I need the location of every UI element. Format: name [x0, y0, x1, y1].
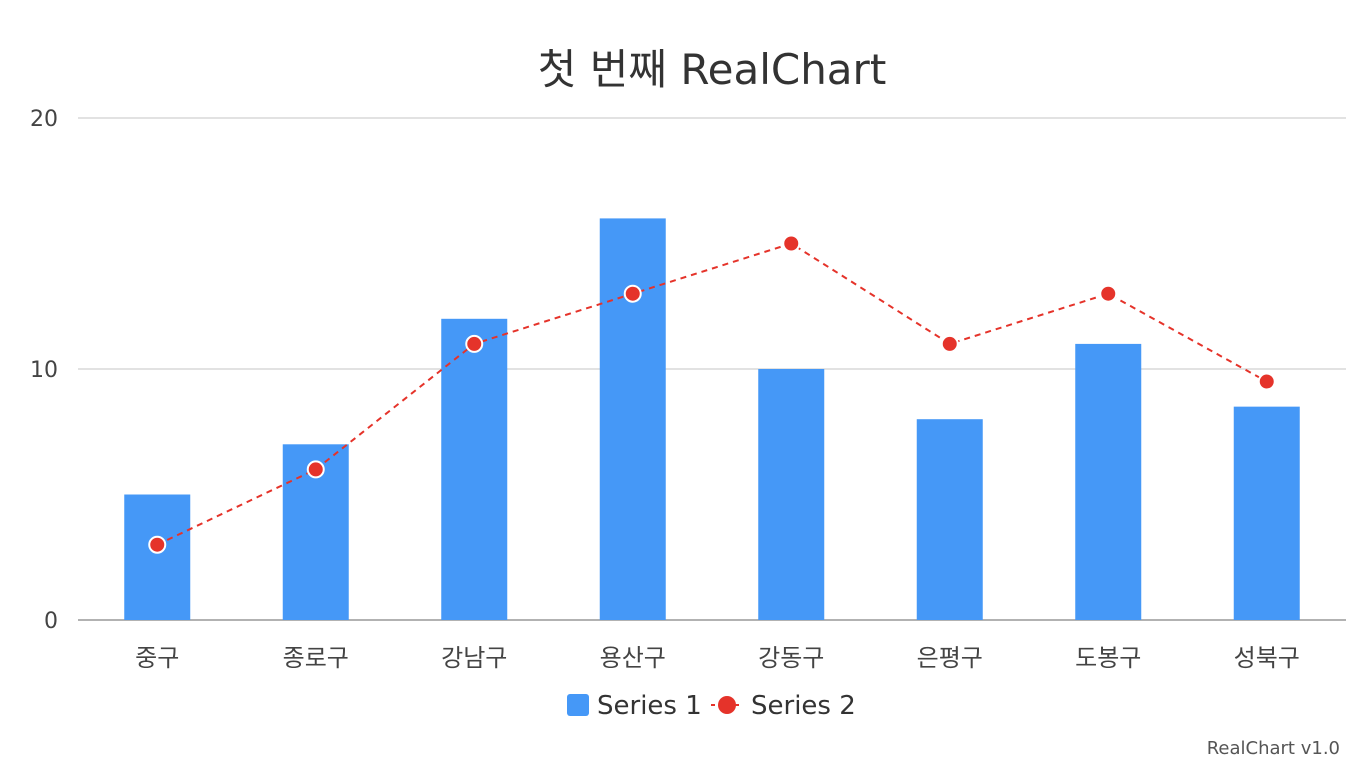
bar-series-1[interactable]: [124, 494, 191, 621]
y-tick-label: 10: [30, 358, 58, 383]
series-2-line-path: [156, 242, 1268, 546]
point-series-2[interactable]: [623, 284, 642, 303]
series-2-marker-swatch: [718, 696, 736, 714]
x-tick-label: 중구: [135, 644, 179, 672]
legend[interactable]: Series 1 Series 2: [567, 691, 856, 721]
x-tick-label: 은평구: [917, 644, 983, 672]
series-1-bars: [124, 218, 1300, 620]
y-tick-label: 20: [30, 107, 58, 132]
series-2-line: [148, 234, 1276, 554]
series-1-swatch: [567, 694, 589, 716]
point-series-2[interactable]: [306, 460, 325, 479]
x-tick-label: 강남구: [441, 644, 507, 672]
x-tick-label: 용산구: [600, 644, 666, 672]
gridlines: [78, 117, 1346, 621]
point-series-2[interactable]: [1257, 372, 1276, 391]
x-tick-label: 종로구: [283, 644, 349, 672]
bar-series-1[interactable]: [916, 419, 983, 620]
series-2-legend-label: Series 2: [751, 691, 856, 721]
x-tick-label: 도봉구: [1075, 644, 1141, 672]
x-tick-label: 강동구: [758, 644, 824, 672]
point-series-2[interactable]: [1099, 284, 1118, 303]
credits-label[interactable]: RealChart v1.0: [1207, 738, 1340, 759]
y-tick-label: 0: [44, 609, 58, 634]
y-axis-ticks: 0 10 20: [30, 107, 58, 634]
legend-item-series-2[interactable]: Series 2: [711, 691, 856, 721]
x-tick-label: 성북구: [1234, 644, 1300, 672]
bar-series-1[interactable]: [441, 318, 508, 620]
chart-title: 첫 번째 RealChart: [538, 45, 887, 94]
bar-series-1[interactable]: [1075, 343, 1142, 620]
bar-series-1[interactable]: [758, 369, 825, 620]
point-series-2[interactable]: [465, 334, 484, 353]
point-series-2[interactable]: [782, 234, 801, 253]
point-series-2[interactable]: [148, 535, 167, 554]
point-series-2[interactable]: [940, 334, 959, 353]
series-1-legend-label: Series 1: [597, 691, 702, 721]
bar-series-1[interactable]: [1233, 406, 1300, 620]
legend-item-series-1[interactable]: Series 1: [567, 691, 702, 721]
x-axis-ticks: 중구 종로구 강남구 용산구 강동구 은평구 도봉구 성북구: [135, 644, 1300, 672]
bar-series-1[interactable]: [599, 218, 666, 620]
